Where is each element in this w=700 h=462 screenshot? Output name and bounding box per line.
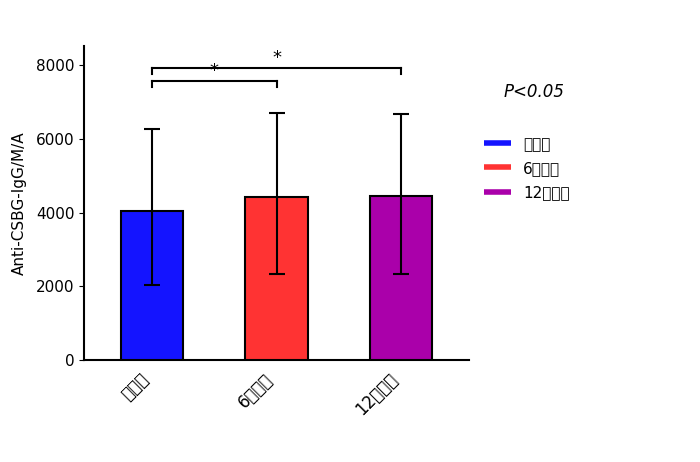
Y-axis label: Anti-CSBG-IgG/M/A: Anti-CSBG-IgG/M/A xyxy=(13,132,27,275)
Text: *: * xyxy=(210,62,219,80)
Bar xyxy=(370,196,432,360)
Text: P<0.05: P<0.05 xyxy=(504,83,565,101)
Bar xyxy=(121,211,183,360)
Bar xyxy=(246,197,307,360)
Legend: 摂取前, 6週間後, 12週間後: 摂取前, 6週間後, 12週間後 xyxy=(484,137,570,201)
Text: *: * xyxy=(272,49,281,67)
